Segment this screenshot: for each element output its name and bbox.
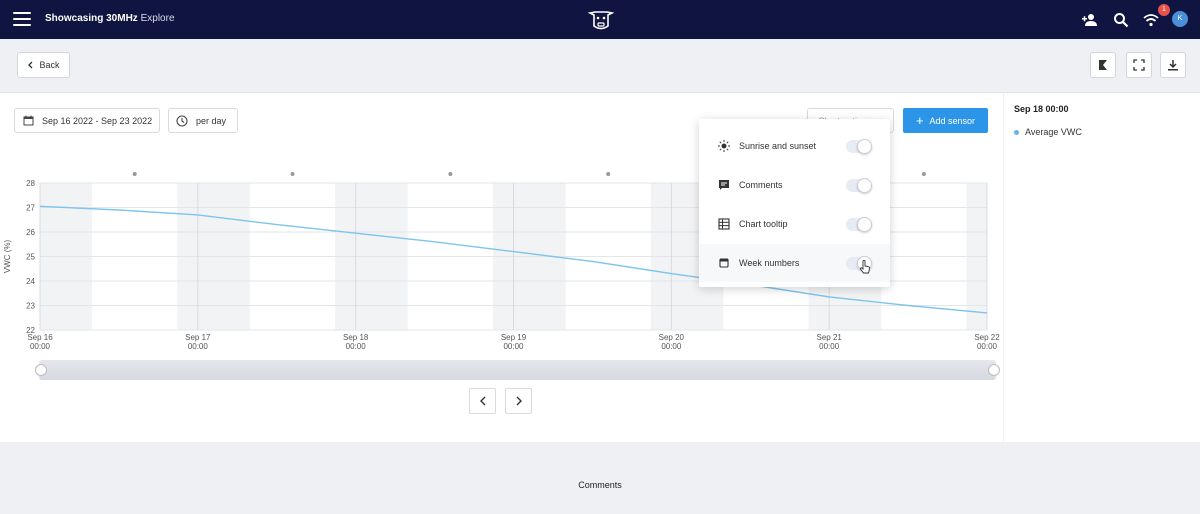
comments-toggle[interactable] (846, 177, 872, 193)
interval-label: per day (196, 115, 227, 126)
x-tick-time: 00:00 (661, 342, 682, 351)
legend-item: Average VWC (1014, 127, 1082, 137)
fullscreen-button[interactable] (1126, 52, 1152, 78)
y-tick-label: 26 (26, 228, 35, 237)
moon-marker-icon (522, 170, 527, 178)
x-tick-time: 00:00 (819, 342, 840, 351)
x-tick-time: 00:00 (188, 342, 209, 351)
calendar-icon (719, 258, 729, 268)
download-icon (1168, 60, 1178, 71)
option-label: Week numbers (739, 258, 800, 268)
option-comments[interactable]: Comments (699, 166, 890, 204)
hover-date: Sep 18 00:00 (1014, 104, 1069, 114)
date-range-picker[interactable]: Sep 16 2022 - Sep 23 2022 (14, 108, 160, 133)
menu-icon[interactable] (13, 12, 31, 26)
chart-tooltip-toggle[interactable] (846, 216, 872, 232)
series-line-average-vwc (39, 205, 988, 314)
pointer-cursor-icon (859, 260, 871, 274)
x-tick-date: Sep 22 (974, 333, 1000, 342)
previous-period-button[interactable] (469, 388, 496, 414)
tooltip-side-panel: Sep 18 00:00 Average VWC (1004, 93, 1200, 442)
y-tick-label: 22 (26, 326, 35, 335)
x-tick-date: Sep 21 (816, 333, 842, 342)
y-tick-label: 27 (26, 204, 35, 213)
sun-marker-icon (132, 172, 137, 176)
back-button-label: Back (39, 60, 60, 70)
x-tick-time: 00:00 (30, 342, 51, 351)
x-tick-date: Sep 19 (501, 333, 527, 342)
toolbar: Back (0, 39, 1200, 93)
app-title-sub: Explore (140, 13, 175, 24)
comments-heading: Comments (578, 480, 622, 490)
moon-marker-icon (69, 170, 74, 178)
top-nav-bar: Showcasing 30MHz Explore 1 K (0, 0, 1200, 39)
y-tick-label: 28 (26, 179, 35, 188)
chart-range-scrollbar[interactable] (35, 360, 1000, 380)
flag-icon (1099, 60, 1107, 70)
sun-marker-icon (606, 172, 611, 176)
y-tick-label: 25 (26, 253, 35, 262)
moon-marker-icon (364, 170, 369, 178)
sun-marker-icon (921, 172, 926, 176)
range-end-handle[interactable] (988, 364, 1000, 376)
chevron-left-icon (479, 396, 485, 406)
moon-marker-icon (680, 170, 685, 178)
option-sunrise-sunset[interactable]: Sunrise and sunset (699, 127, 890, 165)
option-chart-tooltip[interactable]: Chart tooltip (699, 205, 890, 243)
plus-icon: + (915, 113, 924, 128)
back-button[interactable]: Back (17, 52, 70, 78)
option-label: Chart tooltip (739, 219, 788, 229)
clock-icon (176, 114, 188, 127)
calendar-icon (23, 115, 34, 126)
comment-icon (719, 180, 729, 190)
flag-button[interactable] (1090, 52, 1116, 78)
range-start-handle[interactable] (35, 364, 47, 376)
y-tick-label: 23 (26, 302, 35, 311)
legend-swatch (1014, 129, 1019, 135)
interval-select[interactable]: per day (168, 108, 238, 133)
avatar[interactable]: K (1172, 11, 1188, 27)
option-label: Sunrise and sunset (739, 141, 817, 151)
app-title: Showcasing 30MHz Explore (45, 13, 175, 24)
x-tick-time: 00:00 (503, 342, 524, 351)
date-range-label: Sep 16 2022 - Sep 23 2022 (42, 115, 153, 126)
chart-options-dropdown: Sunrise and sunset Comments Chart toolti… (699, 119, 890, 287)
table-icon (718, 218, 730, 230)
moon-marker-icon (206, 170, 211, 178)
add-sensor-button[interactable]: + Add sensor (903, 108, 988, 133)
back-arrow-icon (28, 61, 33, 69)
chevron-right-icon (516, 396, 522, 406)
download-button[interactable] (1160, 52, 1186, 78)
x-tick-date: Sep 18 (343, 333, 369, 342)
legend-label: Average VWC (1025, 127, 1082, 137)
app-title-bold: Showcasing 30MHz (45, 13, 138, 24)
next-period-button[interactable] (505, 388, 532, 414)
sun-marker-icon (448, 172, 453, 176)
notification-badge[interactable]: 1 (1158, 4, 1170, 16)
sun-marker-icon (290, 172, 295, 176)
sunrise-sunset-toggle[interactable] (846, 138, 872, 154)
wifi-icon[interactable] (1143, 12, 1159, 28)
x-tick-date: Sep 17 (185, 333, 211, 342)
add-user-icon[interactable] (1082, 12, 1098, 28)
y-axis-label: VWC (%) (3, 240, 12, 274)
cow-logo-icon[interactable] (587, 6, 615, 32)
option-label: Comments (739, 180, 783, 190)
y-tick-label: 24 (26, 277, 35, 286)
x-tick-time: 00:00 (977, 342, 998, 351)
sun-icon (718, 140, 730, 152)
fullscreen-icon (1133, 59, 1145, 71)
comments-section: Comments (0, 442, 1200, 514)
x-tick-date: Sep 16 (27, 333, 53, 342)
add-sensor-label: Add sensor (929, 115, 976, 126)
moon-marker-icon (972, 170, 977, 178)
x-tick-time: 00:00 (346, 342, 367, 351)
search-icon[interactable] (1113, 12, 1129, 28)
x-tick-date: Sep 20 (659, 333, 685, 342)
